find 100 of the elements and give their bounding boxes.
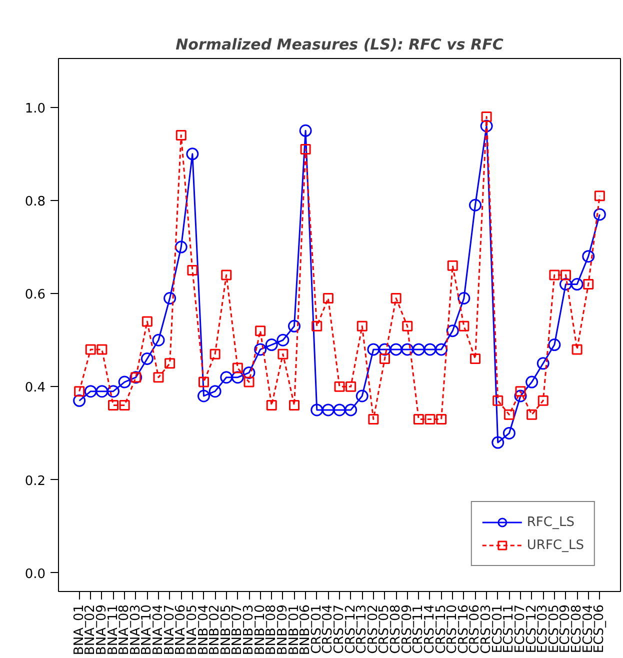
point (356, 390, 368, 402)
point (108, 400, 118, 411)
point (142, 316, 152, 327)
point (198, 376, 209, 388)
point (174, 240, 188, 254)
point (322, 292, 334, 304)
point (221, 270, 232, 280)
y-tick-label: 0.4 (24, 380, 46, 396)
point (276, 334, 290, 346)
point (312, 320, 322, 332)
point (492, 395, 504, 406)
point (368, 414, 379, 425)
point (299, 124, 312, 137)
point (436, 414, 447, 425)
point (583, 279, 594, 290)
point (254, 343, 267, 356)
point (300, 144, 311, 155)
point (549, 270, 560, 280)
point (187, 265, 198, 276)
point (447, 260, 458, 271)
point (153, 372, 164, 383)
point (210, 348, 220, 360)
point (152, 334, 165, 346)
point (334, 381, 345, 392)
point (424, 343, 436, 356)
point (244, 376, 254, 388)
point (582, 250, 595, 263)
point (198, 390, 210, 402)
point (401, 343, 414, 356)
point (220, 371, 233, 384)
point (538, 395, 548, 406)
point (333, 404, 346, 416)
point (594, 190, 605, 202)
legend-label: RFC_LS (526, 514, 574, 530)
point (164, 292, 176, 304)
point (526, 409, 538, 420)
point (526, 376, 538, 388)
point (84, 385, 97, 398)
point (502, 426, 516, 440)
point (413, 414, 424, 425)
point (514, 390, 527, 402)
legend-label: URFC_LS (526, 538, 584, 552)
point (593, 208, 606, 221)
chart-title: Normalized Measures (LS): RFC vs RFC (176, 36, 504, 54)
point (208, 385, 222, 398)
point (480, 120, 493, 132)
point (119, 400, 130, 411)
point (412, 343, 425, 356)
point (140, 352, 154, 365)
point (548, 338, 561, 352)
point (356, 320, 368, 332)
point (458, 320, 470, 332)
point (73, 394, 86, 407)
point (322, 404, 334, 416)
point (560, 270, 571, 280)
point (424, 414, 436, 425)
point (118, 376, 131, 388)
point (96, 385, 108, 398)
y-tick-label: 0.2 (24, 474, 46, 489)
point (390, 343, 402, 356)
point (232, 362, 243, 374)
point (572, 344, 582, 355)
point (402, 320, 413, 332)
point (560, 278, 572, 291)
point (515, 386, 526, 397)
point (164, 358, 176, 369)
point (492, 436, 504, 449)
point (367, 343, 380, 356)
y-tick-label: 0.6 (24, 288, 46, 303)
point (107, 385, 120, 398)
point (266, 400, 277, 411)
point (469, 198, 482, 212)
point (346, 381, 356, 392)
point (435, 343, 448, 356)
point (288, 320, 300, 332)
point (265, 338, 278, 352)
point (242, 366, 256, 379)
point (85, 344, 96, 355)
point (504, 409, 514, 420)
point (176, 130, 186, 141)
point (380, 354, 390, 364)
point (378, 343, 391, 356)
point (231, 371, 244, 384)
point (344, 404, 358, 416)
point (186, 148, 199, 160)
point (310, 404, 324, 416)
point (481, 111, 492, 122)
point (96, 344, 108, 355)
point (446, 324, 459, 338)
point (570, 278, 584, 291)
y-tick-label: 0.8 (24, 194, 46, 210)
point (289, 400, 300, 411)
point (390, 292, 402, 304)
point (74, 386, 85, 397)
point (536, 357, 550, 370)
point (278, 348, 288, 360)
point (470, 354, 480, 364)
y-tick-label: 0.0 (24, 566, 46, 582)
point (458, 292, 470, 304)
y-tick-label: 1.0 (24, 101, 46, 116)
